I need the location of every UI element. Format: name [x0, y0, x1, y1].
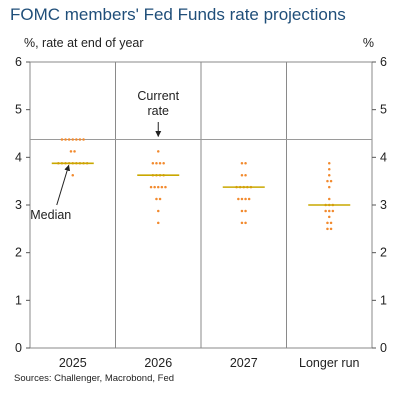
projection-dot: [157, 221, 160, 225]
projection-dot: [158, 197, 162, 201]
y-tick-label-right: 5: [380, 103, 387, 117]
projection-dot: [69, 150, 73, 153]
projection-dot: [244, 221, 247, 225]
y-tick-label-right: 2: [380, 246, 387, 260]
projection-dot: [328, 173, 331, 177]
projection-dot: [240, 197, 244, 201]
y-tick-label-left: 5: [15, 103, 22, 117]
projection-dot: [244, 197, 247, 201]
projection-dot: [331, 209, 335, 213]
left-axis-unit: %, rate at end of year: [24, 36, 144, 50]
y-tick-label-left: 6: [15, 55, 22, 69]
projection-dot: [244, 162, 247, 165]
projection-dot: [157, 185, 160, 189]
projection-dot: [71, 173, 74, 177]
projection-dot: [237, 197, 240, 201]
projection-dot: [78, 138, 82, 141]
projection-dot: [328, 209, 331, 213]
projection-dot: [82, 138, 85, 141]
projection-dot: [247, 197, 251, 201]
y-tick-label-left: 3: [15, 198, 22, 212]
projection-dot: [149, 185, 153, 189]
y-tick-label-right: 1: [380, 293, 387, 307]
projection-dot: [240, 221, 244, 225]
projection-dot: [164, 185, 167, 189]
projection-dot: [328, 215, 331, 219]
y-tick-label-left: 0: [15, 341, 22, 355]
projection-dot: [75, 138, 78, 141]
projection-dot: [71, 138, 74, 141]
projection-dot: [244, 209, 247, 213]
projection-dot: [162, 162, 165, 165]
projection-dot: [151, 162, 155, 165]
projection-dot: [326, 227, 329, 231]
projection-dot: [67, 138, 71, 141]
projection-dot: [326, 221, 329, 225]
projection-dot: [160, 185, 164, 189]
projection-dot: [157, 150, 160, 153]
x-tick-label: 2026: [144, 356, 172, 370]
projection-dot: [329, 227, 333, 231]
projection-dot: [157, 209, 160, 213]
projection-dot: [73, 150, 76, 153]
projection-dot: [328, 185, 331, 189]
x-tick-label: Longer run: [299, 356, 360, 370]
projection-dot: [155, 162, 158, 165]
projection-dot: [328, 162, 331, 165]
y-tick-label-left: 4: [15, 150, 22, 164]
projection-dot: [244, 173, 247, 177]
projection-dot: [326, 179, 329, 183]
annotation-arrow: [56, 164, 71, 206]
projection-dot: [60, 138, 64, 141]
y-tick-label-right: 6: [380, 55, 387, 69]
chart-title: FOMC members' Fed Funds rate projections: [10, 5, 346, 24]
projection-dot: [240, 209, 244, 213]
projection-dot: [329, 221, 333, 225]
x-tick-label: 2025: [59, 356, 87, 370]
projection-dot: [324, 209, 327, 213]
projection-dot: [329, 179, 333, 183]
x-tick-label: 2027: [230, 356, 258, 370]
projection-dot: [240, 173, 244, 177]
y-tick-label-left: 2: [15, 246, 22, 260]
y-tick-label-right: 4: [380, 150, 387, 164]
projection-dot: [158, 162, 162, 165]
y-tick-label-left: 1: [15, 293, 22, 307]
source-note: Sources: Challenger, Macrobond, Fed: [14, 373, 175, 384]
annotation-current-rate: Current rate: [137, 89, 179, 118]
y-tick-label-right: 0: [380, 341, 387, 355]
projection-dot: [328, 197, 331, 201]
projection-dot: [240, 162, 244, 165]
right-axis-unit: %: [362, 36, 374, 50]
annotation-median: Median: [30, 208, 71, 222]
y-tick-label-right: 3: [380, 198, 387, 212]
projection-dot: [64, 138, 67, 141]
projection-dot: [153, 185, 156, 189]
projection-dot: [328, 168, 331, 171]
projection-dot: [155, 197, 158, 201]
